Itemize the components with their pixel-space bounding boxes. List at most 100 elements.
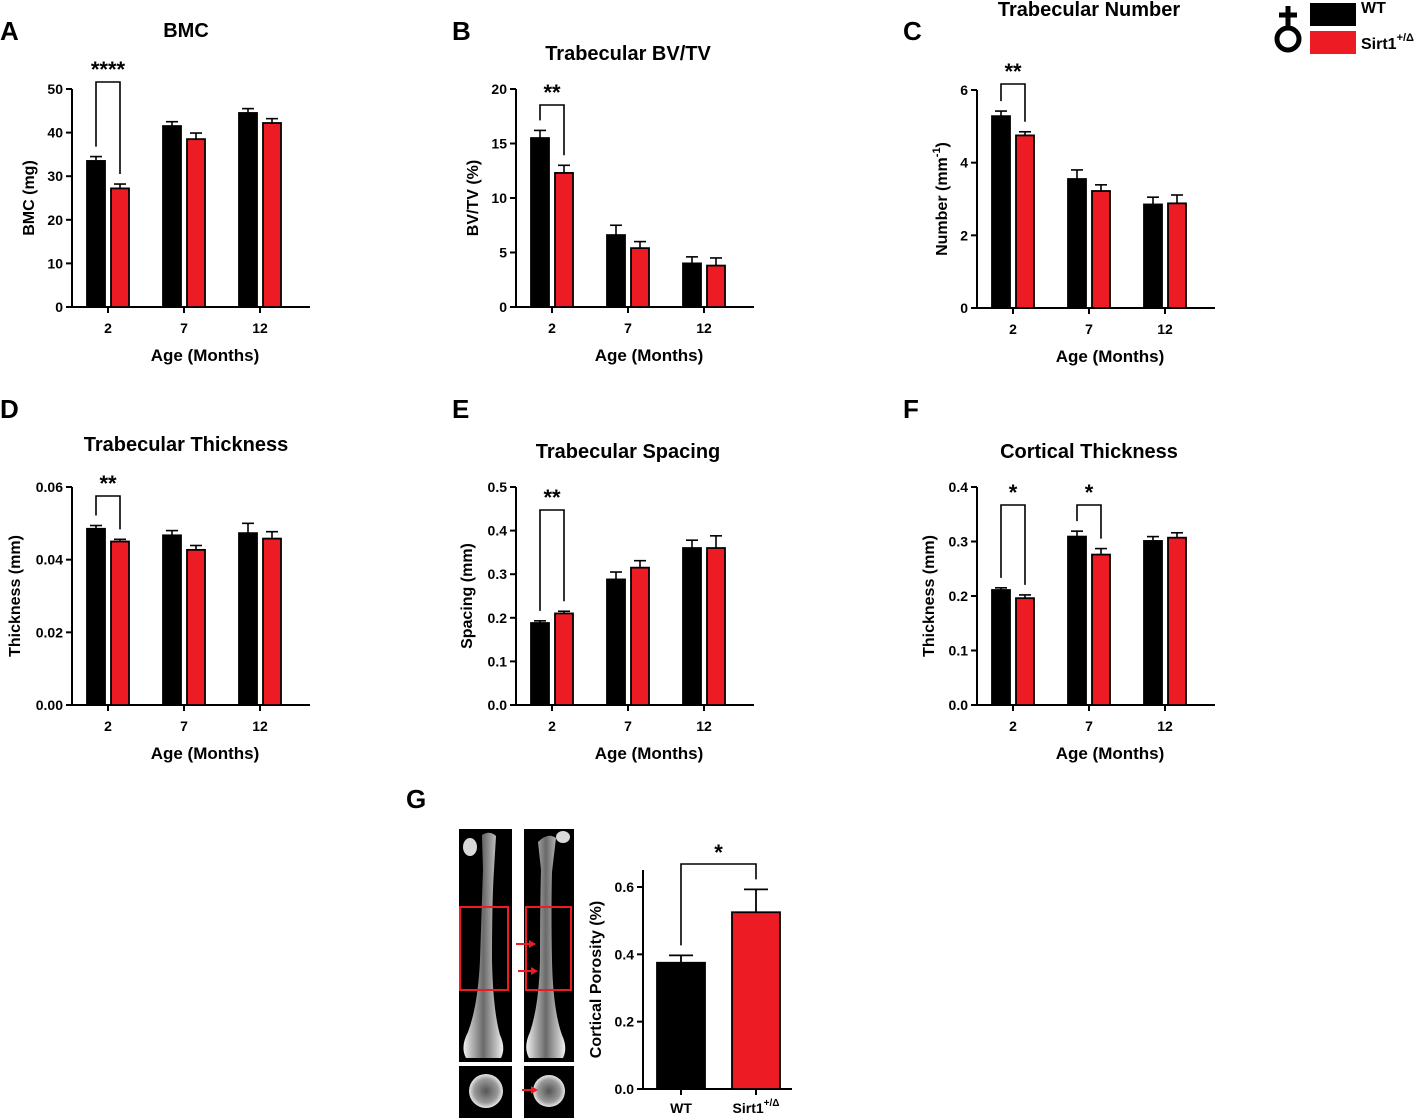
significance-bracket: [95, 81, 121, 175]
bar-wt-2: [86, 527, 106, 706]
bar-porosity-wt: [656, 961, 706, 1090]
y-tick-label: 0: [55, 299, 63, 315]
x-tick-label: 12: [1157, 321, 1173, 337]
bar-het-12: [262, 537, 282, 706]
panel-c: C Trabecular Number 0 2 4 6 2 7 12 ** Number (mm-1…: [903, 0, 1215, 366]
y-tick-label: 0.06: [36, 479, 63, 495]
bar-het-2: [554, 612, 574, 706]
significance-label: **: [1004, 59, 1022, 84]
microct-head-wt: [463, 838, 477, 856]
significance-label: ****: [91, 57, 126, 82]
microct-roi-het: [525, 906, 572, 991]
significance-label: **: [99, 471, 117, 496]
bar-wt-2: [86, 160, 106, 308]
legend-label-het: Sirt1+/Δ: [1361, 32, 1414, 53]
bar-wt-7: [162, 125, 182, 308]
bar-wt-2: [530, 137, 550, 308]
y-tick-label: 0.1: [949, 643, 969, 659]
microct-arrow-3: [522, 1086, 538, 1094]
bar-wt-7: [162, 534, 182, 706]
y-axis-label: BMC (mg): [21, 160, 38, 236]
y-tick-label: 0.4: [949, 479, 969, 495]
x-tick-label-wt: WT: [670, 1100, 692, 1116]
microct-roi-wt: [459, 906, 509, 991]
y-tick-label: 10: [491, 190, 507, 206]
significance-bracket: [1000, 83, 1026, 122]
bar-wt-12: [682, 262, 702, 308]
microct-images: [459, 829, 574, 1118]
y-axis-label-text: Number (mm: [934, 157, 951, 256]
y-axis-label-text: Thickness (mm): [7, 535, 24, 657]
x-tick-label: 12: [252, 320, 268, 336]
x-axis-label: Age (Months): [1056, 347, 1165, 366]
significance-label: *: [714, 840, 723, 865]
bar-wt-12: [1143, 203, 1163, 309]
bar-wt-12: [1143, 540, 1163, 706]
legend-swatch-het: [1310, 31, 1356, 54]
chart-title: Trabecular BV/TV: [545, 43, 711, 65]
panel-b: B Trabecular BV/TV 0 5 10 15 20 2 7 12 ** BV/TV (%)…: [452, 16, 754, 365]
significance-bracket: [680, 863, 757, 946]
bar-het-7: [186, 138, 206, 308]
y-tick-label: 15: [491, 136, 507, 152]
x-tick-label: 2: [548, 320, 556, 336]
y-tick-label: 0.3: [949, 534, 969, 550]
x-axis-label: Age (Months): [1056, 744, 1165, 763]
bar-het-7: [630, 566, 650, 706]
y-tick-label: 0.5: [488, 479, 508, 495]
panel-letter-a: A: [0, 16, 19, 46]
microct-head-het: [556, 831, 570, 843]
y-tick-label: 0.4: [615, 946, 635, 962]
legend-swatch-wt: [1310, 3, 1356, 26]
significance-label: **: [543, 485, 561, 510]
bar-wt-7: [606, 578, 626, 706]
y-tick-label: 0.0: [615, 1081, 635, 1097]
panel-letter-e: E: [452, 394, 469, 424]
x-tick-label-het-sup: +/Δ: [764, 1098, 780, 1109]
x-tick-label: 7: [624, 320, 632, 336]
y-tick-label: 40: [47, 125, 63, 141]
significance-bracket: [1076, 504, 1102, 539]
y-axis-label-end: ): [934, 142, 951, 147]
y-tick-label: 0.1: [488, 653, 508, 669]
y-tick-label: 0.04: [36, 552, 63, 568]
panel-letter-f: F: [903, 394, 919, 424]
panel-e: E Trabecular Spacing 0.0 0.1 0.2 0.3 0.4 0.5 2 7 1…: [452, 394, 754, 763]
x-tick-label: 12: [696, 320, 712, 336]
x-tick-label: 7: [1085, 718, 1093, 734]
y-tick-label: 0.6: [615, 879, 635, 895]
panel-letter-c: C: [903, 16, 922, 46]
bar-wt-2: [991, 115, 1011, 309]
x-tick-label-het-text: Sirt1: [733, 1100, 764, 1116]
significance-bracket: [539, 509, 565, 611]
y-tick-label: 30: [47, 168, 63, 184]
y-axis-label-sup: -1: [931, 147, 943, 157]
x-tick-label: 2: [1009, 321, 1017, 337]
bar-wt-12: [682, 547, 702, 706]
y-axis-label: Spacing (mm): [459, 543, 476, 649]
y-axis-label-text: BV/TV (%): [465, 160, 482, 236]
bar-het-7: [1091, 553, 1111, 706]
panel-letter-d: D: [0, 394, 19, 424]
microct-femur-het: [526, 835, 566, 1058]
y-tick-label: 0.2: [615, 1014, 635, 1030]
microct-crosssection-het: [533, 1075, 565, 1107]
bar-het-12: [1167, 202, 1187, 309]
x-tick-label: 2: [1009, 718, 1017, 734]
x-tick-label: 7: [180, 320, 188, 336]
significance-bracket: [539, 104, 565, 156]
y-tick-label: 0.00: [36, 697, 63, 713]
panel-d: D Trabecular Thickness 0.00 0.02 0.04 0.06 2 7 1…: [0, 394, 310, 763]
y-tick-label: 5: [499, 245, 507, 261]
chart-title: Trabecular Thickness: [84, 434, 289, 456]
x-tick-label: 7: [624, 718, 632, 734]
panel-a: A BMC 0 10 20 30 40 50 2 7 12 **** BMC (mg) Age (Mont…: [0, 16, 310, 365]
significance-label: *: [1085, 480, 1094, 505]
significance-label: *: [1009, 480, 1018, 505]
bar-wt-7: [606, 234, 626, 308]
bar-het-7: [630, 247, 650, 308]
bar-het-12: [706, 547, 726, 706]
y-tick-label: 0.4: [488, 523, 508, 539]
